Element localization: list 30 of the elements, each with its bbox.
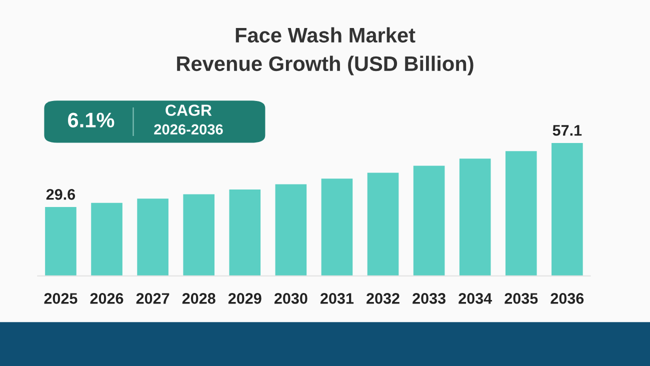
x-tick-label: 2025 xyxy=(44,293,78,304)
text: CAGR xyxy=(166,104,212,116)
x-tick-label: 2032 xyxy=(366,293,400,304)
x-tick-label: 2029 xyxy=(228,293,262,304)
bar xyxy=(45,207,76,276)
bar xyxy=(459,158,491,276)
x-tick-label: 2028 xyxy=(182,293,216,304)
bar xyxy=(413,166,445,276)
bar xyxy=(552,142,583,276)
x-tick-label: 2031 xyxy=(320,293,354,304)
x-tick-label: 2026 xyxy=(90,293,124,304)
bar xyxy=(275,184,307,276)
x-tick-label: 2027 xyxy=(136,293,170,304)
x-tick-label: 2034 xyxy=(458,293,492,304)
x-tick-label: 2036 xyxy=(550,293,584,304)
bar xyxy=(367,172,399,276)
text: 2026-2036 xyxy=(154,124,223,135)
x-tick-label: 2030 xyxy=(274,293,308,304)
bar xyxy=(91,202,122,276)
bar xyxy=(137,198,168,276)
text: 6.1% xyxy=(68,112,114,128)
bar xyxy=(229,190,261,276)
x-tick-label: 2033 xyxy=(412,293,446,304)
data-label: 29.6 xyxy=(46,189,76,200)
chart-title: Face Wash Market Revenue Growth (USD Billion) xyxy=(177,27,474,76)
x-tick-label: 2035 xyxy=(504,293,538,304)
data-label: 57.1 xyxy=(552,125,582,136)
bar xyxy=(321,178,353,276)
bar xyxy=(505,151,537,276)
bar xyxy=(183,194,214,276)
